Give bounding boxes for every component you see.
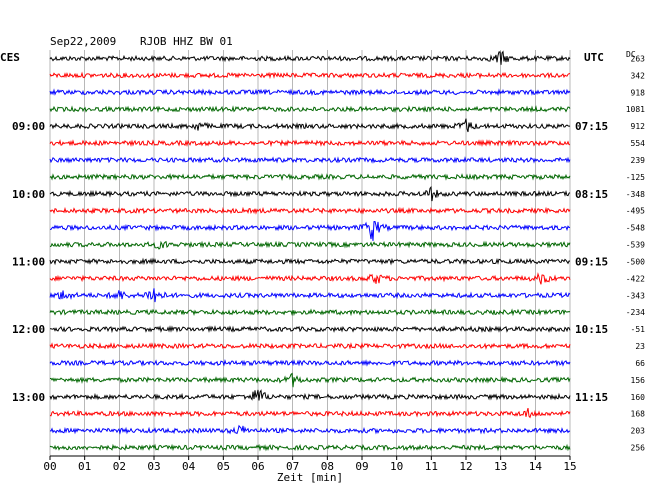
trace-line-8 xyxy=(49,185,571,202)
dc-offset-label: 1081 xyxy=(626,105,645,114)
trace-line-4 xyxy=(49,118,571,133)
trace-line-11 xyxy=(49,240,571,250)
right-time-label: 11:15 xyxy=(575,391,608,404)
chart-station: RJOB HHZ BW 01 xyxy=(140,35,233,48)
dc-offset-labels: 263 342 918 1081 912 554 239 -125 -348 -495 -548 -5… xyxy=(626,54,645,452)
x-tick-label: 09 xyxy=(355,460,368,473)
right-time-label: 08:15 xyxy=(575,188,608,201)
dc-offset-label: 263 xyxy=(631,54,646,63)
dc-offset-label: 66 xyxy=(635,359,645,368)
dc-offset-label: 918 xyxy=(631,88,646,97)
left-time-label: 10:00 xyxy=(12,188,45,201)
dc-offset-label: -348 xyxy=(626,190,645,199)
trace-group xyxy=(49,50,571,452)
left-time-label: 11:00 xyxy=(12,255,45,268)
right-time-label: 09:15 xyxy=(575,255,608,268)
trace-line-0 xyxy=(49,50,571,65)
trace-line-22 xyxy=(49,424,571,435)
dc-offset-label: 156 xyxy=(631,376,646,385)
dc-offset-label: 168 xyxy=(631,410,646,419)
dc-header-label: DC xyxy=(626,50,636,59)
trace-line-10 xyxy=(50,220,571,241)
trace-line-15 xyxy=(49,308,571,317)
dc-offset-label: 554 xyxy=(631,139,646,148)
x-axis-ticks: 00 01 02 03 04 05 06 07 08 09 10 11 12 13 14 15 xyxy=(43,456,577,473)
left-timezone-label: CES xyxy=(0,51,20,64)
time-labels: 09:00 10:00 11:00 12:00 13:00 07:15 08:15 09:15… xyxy=(12,120,608,404)
x-tick-label: 01 xyxy=(78,460,91,473)
trace-line-16 xyxy=(49,325,571,334)
left-time-label: 13:00 xyxy=(12,391,45,404)
x-tick-label: 12 xyxy=(459,460,472,473)
x-tick-label: 00 xyxy=(43,460,56,473)
right-time-label: 07:15 xyxy=(575,120,608,133)
trace-line-3 xyxy=(49,105,571,113)
trace-line-5 xyxy=(49,139,571,148)
left-time-label: 09:00 xyxy=(12,120,45,133)
right-timezone-label: UTC xyxy=(584,51,604,64)
trace-line-9 xyxy=(49,206,571,215)
trace-line-12 xyxy=(49,257,571,266)
x-axis-label: Zeit [min] xyxy=(277,471,343,484)
dc-offset-label: 342 xyxy=(631,71,646,80)
x-tick-label: 03 xyxy=(147,460,160,473)
x-tick-label: 15 xyxy=(563,460,576,473)
trace-line-23 xyxy=(49,443,571,452)
trace-line-1 xyxy=(49,71,571,80)
dc-offset-label: 256 xyxy=(631,444,646,453)
dc-offset-label: -234 xyxy=(626,308,645,317)
dc-offset-label: -539 xyxy=(626,241,645,250)
dc-offset-label: 160 xyxy=(631,393,646,402)
trace-line-2 xyxy=(49,88,571,97)
x-tick-label: 05 xyxy=(217,460,230,473)
chart-date: Sep22,2009 xyxy=(50,35,116,48)
dc-offset-label: 912 xyxy=(631,122,646,131)
trace-line-17 xyxy=(49,342,571,350)
x-tick-label: 13 xyxy=(494,460,507,473)
dc-offset-label: 239 xyxy=(631,156,646,165)
trace-line-6 xyxy=(49,156,571,164)
x-tick-label: 07 xyxy=(286,460,299,473)
trace-line-20 xyxy=(49,389,571,401)
right-time-label: 10:15 xyxy=(575,323,608,336)
dc-offset-label: -343 xyxy=(626,291,645,300)
grid-lines xyxy=(49,50,571,457)
dc-offset-label: -548 xyxy=(626,224,645,233)
x-tick-label: 06 xyxy=(251,460,264,473)
x-tick-label: 14 xyxy=(529,460,543,473)
trace-line-19 xyxy=(49,372,571,388)
dc-offset-label: -125 xyxy=(626,173,645,182)
dc-offset-label: 203 xyxy=(631,427,646,436)
trace-line-14 xyxy=(49,288,571,303)
dc-offset-label: -422 xyxy=(626,274,645,283)
dc-offset-label: -500 xyxy=(626,257,645,266)
dc-offset-label: -495 xyxy=(626,207,645,216)
x-tick-label: 10 xyxy=(390,460,403,473)
x-tick-label: 11 xyxy=(425,460,438,473)
trace-line-7 xyxy=(49,172,571,181)
trace-line-13 xyxy=(49,272,571,285)
trace-line-21 xyxy=(49,407,571,419)
x-tick-label: 02 xyxy=(113,460,126,473)
x-tick-label: 04 xyxy=(182,460,196,473)
x-tick-label: 08 xyxy=(321,460,334,473)
dc-offset-label: -51 xyxy=(631,325,646,334)
trace-line-18 xyxy=(49,359,571,368)
left-time-label: 12:00 xyxy=(12,323,45,336)
dc-offset-label: 23 xyxy=(635,342,645,351)
